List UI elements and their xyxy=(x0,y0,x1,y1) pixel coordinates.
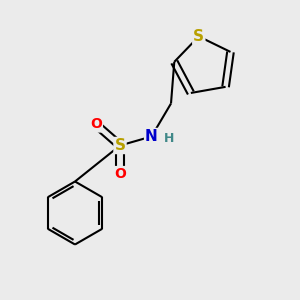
Text: S: S xyxy=(193,29,204,44)
Text: N: N xyxy=(145,129,158,144)
Text: O: O xyxy=(114,167,126,181)
Text: O: O xyxy=(90,118,102,131)
Text: S: S xyxy=(115,138,125,153)
Text: H: H xyxy=(164,131,175,145)
